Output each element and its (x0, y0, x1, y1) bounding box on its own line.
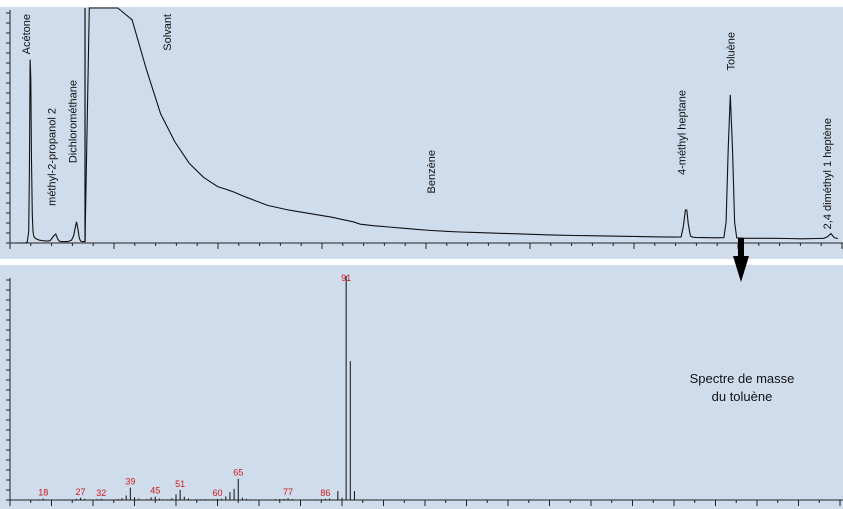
ms-peak-label: 86 (320, 488, 330, 498)
ms-peak-label: 65 (233, 468, 243, 478)
ms-peak-label: 91 (341, 273, 351, 283)
caption-line-1: Spectre de masse (689, 371, 795, 386)
peak-label: 2,4 diméthyl 1 heptène (822, 118, 834, 229)
ms-peak-label: 77 (283, 487, 293, 497)
ms-peak-label: 60 (212, 488, 222, 498)
peak-label: Benzène (426, 150, 438, 193)
peak-label: Dichlorométhane (67, 80, 79, 163)
ms-peak-label: 45 (150, 486, 160, 496)
peak-label: Toluène (726, 32, 738, 71)
mass-spectrum-bars (38, 276, 355, 500)
mass-spectrum-caption: Spectre de masse du toluène (652, 370, 832, 406)
mass-spectrum-axes (6, 278, 843, 506)
down-arrow-icon (733, 238, 749, 282)
peak-label: Solvant (162, 14, 174, 51)
mass-spectrum-labels: 18 27 32 39 45 51 60 65 77 86 91 (38, 273, 351, 498)
ms-peak-label: 39 (125, 477, 135, 487)
chromatogram-trace (18, 7, 839, 244)
ms-peak-label: 32 (96, 488, 106, 498)
chromatogram-peak-labels: Acétone méthyl-2-propanol 2 Dichlorométhan… (21, 14, 834, 229)
mass-spectrum-panel (0, 265, 843, 509)
chromatogram-panel (0, 7, 843, 259)
ms-peak-label: 27 (76, 487, 86, 497)
caption-line-2: du toluène (711, 389, 773, 404)
ms-peak-label: 51 (175, 479, 185, 489)
peak-label: 4-méthyl heptane (676, 90, 688, 175)
peak-label: méthyl-2-propanol 2 (47, 108, 59, 206)
peak-label: Acétone (21, 14, 33, 54)
ms-peak-label: 18 (38, 488, 48, 498)
